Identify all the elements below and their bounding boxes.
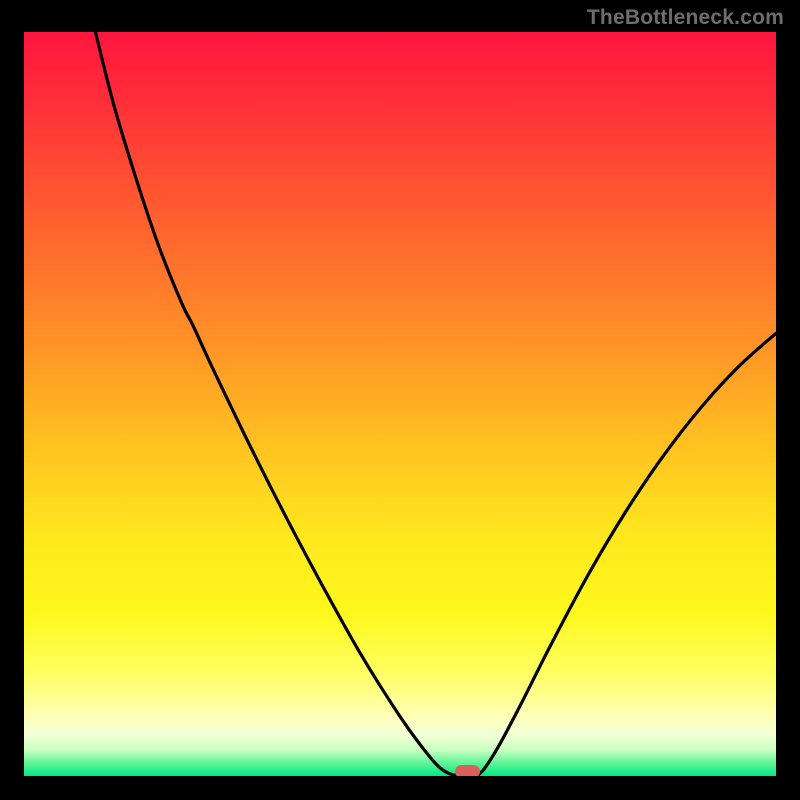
curve-left-branch [95,32,460,776]
optimum-marker [455,765,481,776]
curve-layer [24,32,776,776]
plot-area [24,32,776,776]
watermark-text: TheBottleneck.com [587,6,784,30]
curve-right-branch [475,333,776,776]
